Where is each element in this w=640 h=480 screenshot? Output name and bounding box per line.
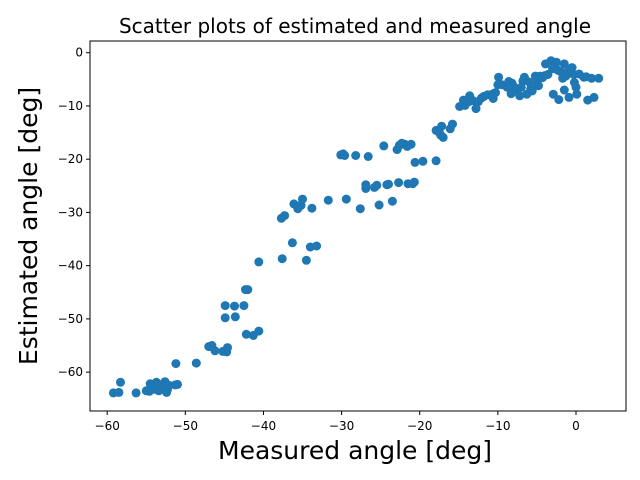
data-point-56 [355,204,365,214]
data-point-140 [564,92,574,102]
data-point-54 [341,194,351,204]
data-point-65 [384,179,393,189]
y-tick-label: −40 [58,259,83,273]
data-point-111 [515,91,525,101]
y-tick-label: −50 [58,312,83,326]
data-point-63 [379,141,389,151]
data-point-50 [323,195,333,205]
data-point-28 [230,301,239,311]
plot-frame [89,40,627,412]
data-point-68 [394,178,404,188]
y-tick-label: −30 [58,205,83,219]
data-point-3 [131,388,141,398]
data-point-29 [230,312,240,322]
data-point-33 [241,329,251,339]
x-axis-ticks: −60 −50 −40 −30 −20 −10 0 [95,411,580,433]
data-point-48 [307,203,317,213]
data-point-39 [280,211,290,221]
data-point-19 [191,358,201,368]
data-point-137 [559,85,569,95]
data-point-118 [527,86,537,96]
data-point-37 [277,254,287,264]
data-point-66 [387,196,397,206]
y-tick-label: −60 [58,365,83,379]
data-point-18 [171,359,181,369]
data-point-45 [298,194,307,204]
data-point-25 [223,343,232,353]
data-point-86 [448,119,457,129]
data-point-153 [594,73,604,83]
y-tick-label: −20 [58,152,83,166]
data-point-121 [534,81,543,91]
data-point-116 [524,77,534,87]
y-tick-label: 0 [75,46,83,60]
x-tick-label: −30 [329,419,354,433]
x-tick-label: −60 [95,419,120,433]
data-point-49 [312,241,322,251]
data-point-102 [494,72,504,82]
x-axis-label: Measured angle [deg] [218,436,492,465]
x-tick-label: 0 [572,419,580,433]
y-axis-label: Estimated angle [deg] [14,87,43,365]
data-point-145 [571,82,581,92]
data-point-78 [418,156,428,166]
data-point-93 [471,104,481,114]
data-point-151 [587,73,597,83]
data-point-146 [572,89,582,99]
data-point-32 [243,285,253,295]
data-point-22 [210,346,220,356]
data-point-46 [301,255,311,265]
data-point-79 [431,156,441,166]
data-point-129 [548,89,558,99]
data-point-76 [409,177,419,187]
data-point-1 [114,387,124,397]
y-tick-label: −10 [58,99,83,113]
x-tick-label: −20 [407,419,432,433]
data-point-17 [173,379,182,389]
data-point-77 [410,157,420,167]
data-point-136 [559,59,569,69]
data-point-74 [406,139,416,149]
data-point-35 [254,326,264,336]
data-point-40 [287,238,297,248]
data-points [108,56,604,398]
data-point-55 [351,151,361,160]
chart-title: Scatter plots of estimated and measured … [119,14,591,38]
data-point-26 [220,313,230,323]
data-point-100 [491,88,500,98]
data-point-27 [220,301,230,311]
data-point-142 [567,63,577,73]
data-point-152 [589,92,599,102]
data-point-30 [239,301,249,311]
data-point-2 [116,377,125,387]
data-point-61 [372,180,382,190]
data-point-59 [363,152,373,161]
x-tick-label: −40 [251,419,276,433]
data-point-131 [552,57,561,67]
data-point-84 [438,132,448,142]
data-point-62 [374,200,384,210]
x-tick-label: −10 [485,419,510,433]
data-point-83 [437,121,447,131]
y-axis-ticks: −60 −50 −40 −30 −20 −10 0 [58,46,90,379]
data-point-58 [361,184,371,193]
data-point-133 [554,95,564,105]
x-tick-label: −50 [173,419,198,433]
data-point-36 [254,257,264,267]
data-point-53 [340,151,350,160]
